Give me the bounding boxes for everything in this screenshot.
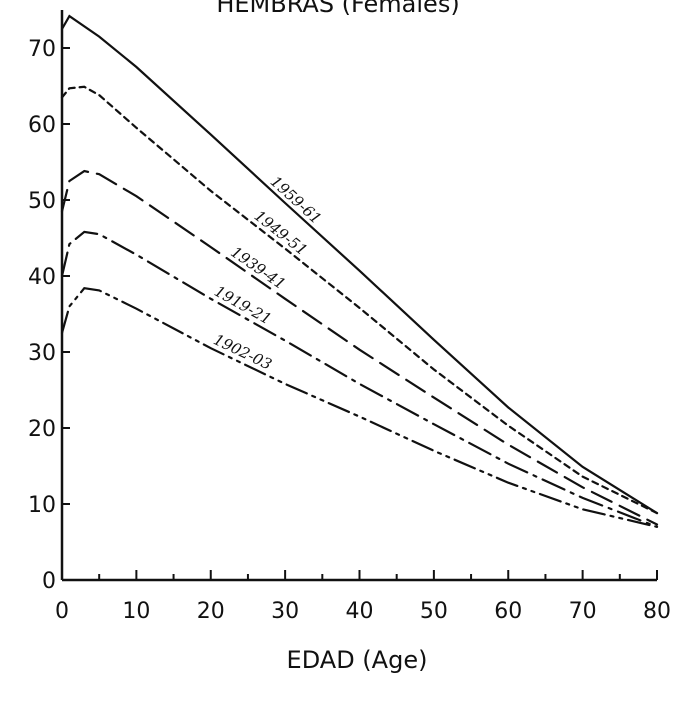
axes: 0 10 20 30 40 50 60 70 0 10 20 30 40 50 60 70 80 bbox=[28, 10, 671, 624]
y-tick-label: 30 bbox=[28, 341, 56, 366]
x-tick-label: 30 bbox=[271, 599, 299, 624]
x-tick-label: 0 bbox=[55, 599, 69, 624]
y-tick-label: 50 bbox=[28, 189, 56, 214]
series-label-1939-41: 1939-41 bbox=[227, 243, 288, 293]
x-tick-label: 60 bbox=[494, 599, 522, 624]
series-line-1959-61 bbox=[60, 14, 659, 515]
series-lines bbox=[60, 14, 659, 528]
x-tick-label: 80 bbox=[643, 599, 671, 624]
x-tick-label: 50 bbox=[420, 599, 448, 624]
y-tick-label: 60 bbox=[28, 113, 56, 138]
x-axis-title: EDAD (Age) bbox=[287, 646, 428, 674]
x-tick-label: 70 bbox=[569, 599, 597, 624]
series-line-1939-41 bbox=[60, 169, 659, 526]
x-tick-label: 10 bbox=[122, 599, 150, 624]
x-tick-label: 20 bbox=[197, 599, 225, 624]
y-tick-label: 10 bbox=[28, 493, 56, 518]
x-tick-label: 40 bbox=[346, 599, 374, 624]
chart-title: HEMBRAS (Females) bbox=[216, 0, 459, 18]
y-tick-label: 0 bbox=[42, 569, 56, 594]
y-tick-label: 70 bbox=[28, 37, 56, 62]
series-line-1949-51 bbox=[60, 85, 659, 515]
y-tick-label: 20 bbox=[28, 417, 56, 442]
y-tick-label: 40 bbox=[28, 265, 56, 290]
series-line-1919-21 bbox=[60, 230, 659, 528]
series-line-1902-03 bbox=[60, 287, 659, 528]
